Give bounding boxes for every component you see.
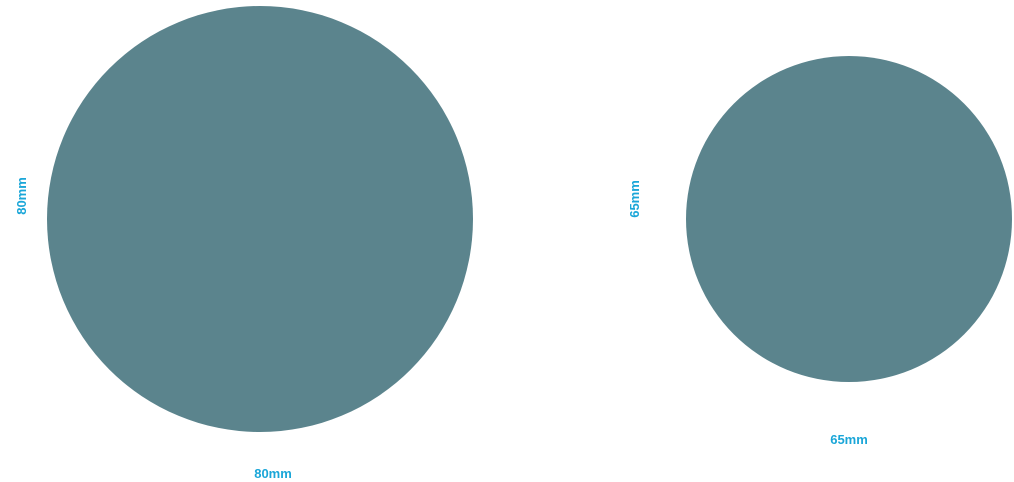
large-circle [47, 6, 473, 432]
small-circle-height-label: 65mm [627, 180, 642, 218]
small-circle [686, 56, 1012, 382]
small-circle-width-label: 65mm [830, 432, 868, 447]
large-circle-width-label: 80mm [254, 466, 292, 481]
large-circle-height-label: 80mm [14, 177, 29, 215]
